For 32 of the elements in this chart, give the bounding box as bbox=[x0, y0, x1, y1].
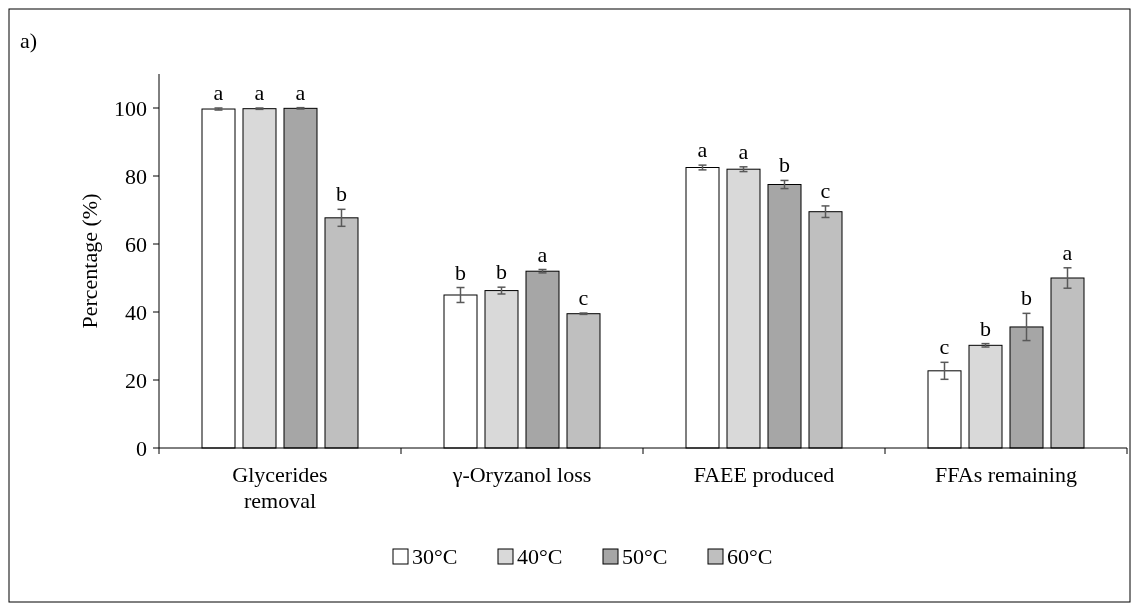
x-tick-label: Glycerides removal bbox=[232, 462, 328, 513]
data-label: b bbox=[336, 181, 347, 207]
y-axis-title: Percentage (%) bbox=[77, 193, 102, 329]
data-label: c bbox=[939, 334, 950, 360]
y-tick-label: 20 bbox=[125, 367, 147, 393]
x-tick-label: γ-Oryzanol loss bbox=[451, 462, 592, 487]
data-label: a bbox=[537, 241, 548, 267]
y-tick-label: 80 bbox=[125, 163, 147, 189]
data-label: a bbox=[254, 80, 265, 105]
y-tick-label: 40 bbox=[125, 299, 147, 325]
legend-label: 30°C bbox=[412, 544, 458, 569]
data-label: b bbox=[1021, 285, 1032, 311]
legend-label: 40°C bbox=[517, 544, 563, 569]
data-label: b bbox=[455, 259, 466, 285]
data-label: a bbox=[697, 137, 708, 163]
data-label: a bbox=[738, 138, 749, 164]
y-tick-label: 60 bbox=[125, 231, 147, 257]
data-label: a bbox=[213, 80, 224, 105]
data-label: b bbox=[980, 315, 991, 341]
y-tick-label: 100 bbox=[114, 95, 147, 121]
y-tick-label: 0 bbox=[136, 435, 147, 461]
data-label: b bbox=[496, 259, 507, 285]
legend-label: 50°C bbox=[622, 544, 668, 569]
text: a) bbox=[20, 28, 38, 53]
x-tick-label: FAEE produced bbox=[693, 462, 835, 487]
data-label: b bbox=[779, 152, 790, 178]
data-label: a bbox=[295, 79, 306, 105]
data-label: c bbox=[820, 177, 831, 203]
x-tick-label: FFAs remaining bbox=[935, 462, 1077, 487]
data-label: a bbox=[1062, 239, 1073, 265]
data-label: c bbox=[578, 285, 589, 311]
legend-label: 60°C bbox=[727, 544, 773, 569]
